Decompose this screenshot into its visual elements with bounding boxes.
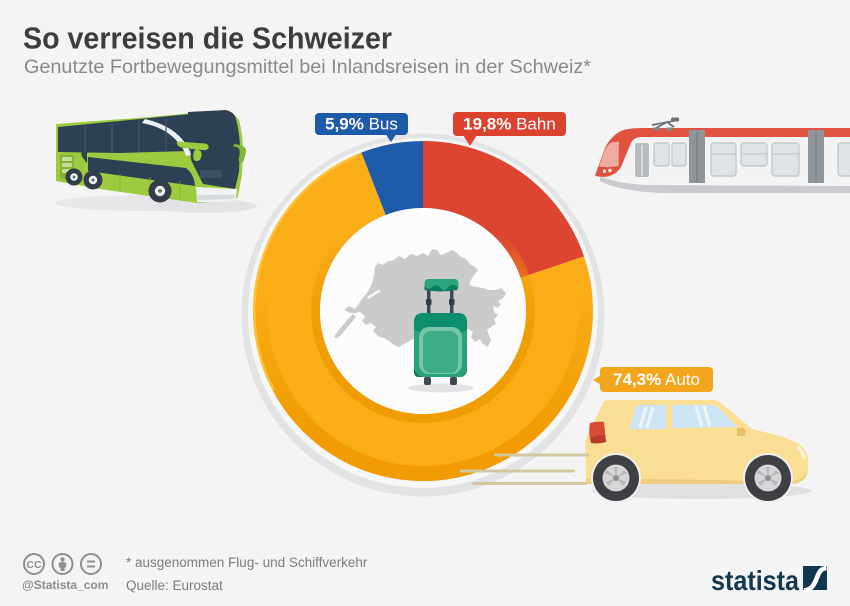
svg-text:statista: statista <box>711 565 799 596</box>
svg-text:Quelle: Eurostat: Quelle: Eurostat <box>126 578 223 593</box>
svg-text:* ausgenommen Flug- und Schiff: * ausgenommen Flug- und Schiffverkehr <box>126 555 368 570</box>
svg-text:CC: CC <box>26 559 42 571</box>
svg-text:74,3% Auto: 74,3% Auto <box>613 370 700 389</box>
svg-text:19,8% Bahn: 19,8% Bahn <box>463 115 556 134</box>
svg-text:Genutzte Fortbewegungsmittel b: Genutzte Fortbewegungsmittel bei Inlands… <box>24 56 591 78</box>
svg-text:5,9% Bus: 5,9% Bus <box>325 115 398 134</box>
svg-text:@Statista_com: @Statista_com <box>22 578 108 592</box>
svg-text:So verreisen die Schweizer: So verreisen die Schweizer <box>23 21 392 56</box>
